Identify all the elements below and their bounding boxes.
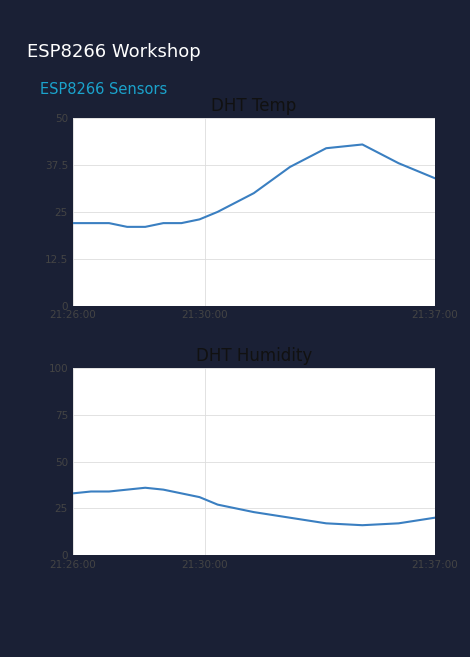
Text: ESP8266 Workshop: ESP8266 Workshop xyxy=(27,43,201,61)
Text: ESP8266 Sensors: ESP8266 Sensors xyxy=(39,82,167,97)
Title: DHT Humidity: DHT Humidity xyxy=(196,347,312,365)
Title: DHT Temp: DHT Temp xyxy=(211,97,297,116)
